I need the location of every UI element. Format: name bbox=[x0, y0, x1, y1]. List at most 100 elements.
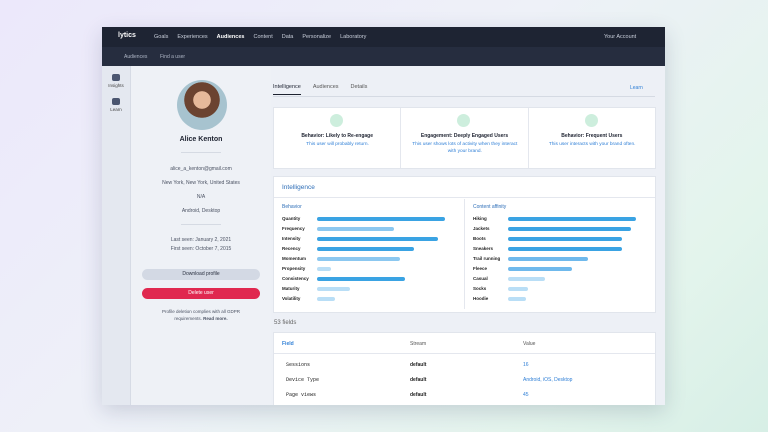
bar-label: Intensity bbox=[282, 236, 301, 241]
bar-row: Socks bbox=[473, 285, 645, 295]
nav-item[interactable]: Laboratory bbox=[340, 34, 367, 40]
insight-cards: Behavior: Likely to Re-engage This user w… bbox=[273, 107, 656, 169]
card-icon bbox=[457, 114, 471, 127]
bar-track bbox=[508, 257, 639, 261]
insight-card: Behavior: Likely to Re-engage This user w… bbox=[274, 108, 400, 168]
sub-nav-item[interactable]: Audiences bbox=[124, 54, 148, 60]
bar-track bbox=[508, 217, 639, 221]
profile-panel: Alice Kenton alice_a_kenton@gmail.com Ne… bbox=[131, 66, 271, 405]
card-title: Behavior: Frequent Users bbox=[561, 133, 623, 139]
bar-label: Jackets bbox=[473, 226, 490, 231]
card-icon bbox=[584, 114, 598, 127]
sidebar-icon[interactable] bbox=[112, 98, 120, 105]
email: alice_a_kenton@gmail.com bbox=[170, 166, 232, 172]
nav-item[interactable]: Personalize bbox=[302, 34, 332, 40]
tab[interactable]: Details bbox=[350, 84, 368, 90]
chart-title: Behavior bbox=[282, 204, 302, 210]
download-button[interactable]: Download profile bbox=[142, 269, 260, 280]
tabs: Intelligence Audiences Details bbox=[273, 84, 367, 95]
bar-row: Intensity bbox=[282, 235, 454, 245]
read-more-link[interactable]: Read more. bbox=[203, 316, 228, 321]
bar-label: Casual bbox=[473, 276, 488, 281]
table-cell: Device Type bbox=[286, 377, 320, 383]
sidebar-icon[interactable] bbox=[112, 74, 120, 81]
divider bbox=[181, 152, 221, 153]
bar-track bbox=[508, 227, 639, 231]
nav-item[interactable]: Content bbox=[253, 34, 273, 40]
bar-track bbox=[317, 227, 448, 231]
bar-track bbox=[508, 247, 639, 251]
bar-track bbox=[317, 237, 448, 241]
behavior-chart: Behavior Quantity Frequency Intensity Recenc… bbox=[282, 204, 454, 305]
sub-nav-item[interactable]: Find a user bbox=[160, 54, 186, 60]
bar-row: Momentum bbox=[282, 255, 454, 265]
bar-row: Boots bbox=[473, 235, 645, 245]
bar-label: Consistency bbox=[282, 276, 309, 281]
intelligence-panel: Intelligence Behavior Quantity Frequency In… bbox=[273, 176, 656, 313]
card-title: Engagement: Deeply Engaged Users bbox=[420, 133, 509, 139]
card-text: This user interacts with your brand ofte… bbox=[548, 142, 636, 147]
nav-item[interactable]: Data bbox=[281, 34, 294, 40]
bar-track bbox=[317, 267, 448, 271]
bar-label: Frequency bbox=[282, 226, 305, 231]
table-cell: default bbox=[410, 362, 427, 368]
bar-row: Maturity bbox=[282, 285, 454, 295]
bar bbox=[317, 267, 332, 271]
sidebar-label[interactable]: Learn bbox=[110, 107, 122, 112]
learn-link[interactable]: Learn bbox=[630, 85, 643, 91]
table-cell: default bbox=[410, 377, 427, 383]
bar-track bbox=[508, 277, 639, 281]
status: N/A bbox=[196, 194, 206, 200]
bar-row: Quantity bbox=[282, 215, 454, 225]
bar bbox=[508, 257, 588, 261]
avatar bbox=[177, 80, 227, 130]
bar-label: Sneakers bbox=[473, 246, 494, 251]
chart-title: Content affinity bbox=[473, 204, 507, 210]
table-header: Value bbox=[523, 341, 536, 347]
bar bbox=[508, 227, 632, 231]
tab[interactable]: Intelligence bbox=[273, 84, 301, 95]
sidebar-label[interactable]: Insights bbox=[108, 83, 124, 88]
bar-row: Recency bbox=[282, 245, 454, 255]
card-text: This user shows lots of activity when th… bbox=[412, 142, 518, 154]
table-header[interactable]: Field bbox=[282, 341, 294, 347]
table-header: Stream bbox=[410, 341, 427, 347]
bar bbox=[508, 267, 573, 271]
brand[interactable]: lytics bbox=[118, 32, 136, 39]
bar-row: Volatility bbox=[282, 295, 454, 305]
bar-row: Fleece bbox=[473, 265, 645, 275]
bar-label: Recency bbox=[282, 246, 301, 251]
bar-label: Trail running bbox=[473, 256, 501, 261]
bar bbox=[508, 287, 528, 291]
nav-item[interactable]: Experiences bbox=[177, 34, 208, 40]
insight-card: Behavior: Frequent Users This user intera… bbox=[527, 108, 655, 168]
note-text: Profile deletion complies with all GDPR … bbox=[161, 309, 241, 321]
bar-row: Jackets bbox=[473, 225, 645, 235]
devices: Android, Desktop bbox=[181, 208, 221, 214]
bar-track bbox=[508, 237, 639, 241]
nav-item[interactable]: Audiences bbox=[216, 34, 245, 40]
table-cell: 16 bbox=[523, 362, 529, 368]
bar-track bbox=[317, 217, 448, 221]
bar-label: Quantity bbox=[282, 216, 301, 221]
table-cell: Android, iOS, Desktop bbox=[523, 377, 573, 383]
account-menu[interactable]: Your Account bbox=[604, 34, 637, 40]
bar-row: Sneakers bbox=[473, 245, 645, 255]
nav-item[interactable]: Goals bbox=[154, 34, 169, 40]
nav-items: Goals Experiences Audiences Content Data Pers… bbox=[154, 34, 366, 40]
bar-label: Hoodie bbox=[473, 296, 489, 301]
bar-label: Momentum bbox=[282, 256, 306, 261]
bar-track bbox=[317, 297, 448, 301]
bar-track bbox=[317, 257, 448, 261]
bar bbox=[508, 277, 545, 281]
bar bbox=[317, 257, 400, 261]
tab[interactable]: Audiences bbox=[312, 84, 339, 90]
profile-name: Alice Kenton bbox=[179, 136, 223, 143]
bar-row: Hoodie bbox=[473, 295, 645, 305]
divider bbox=[464, 199, 465, 309]
card-text: This user will probably return. bbox=[306, 142, 369, 147]
bar-track bbox=[508, 267, 639, 271]
icon-sidebar: Insights Learn bbox=[102, 66, 131, 405]
delete-button[interactable]: Delete user bbox=[142, 288, 260, 299]
